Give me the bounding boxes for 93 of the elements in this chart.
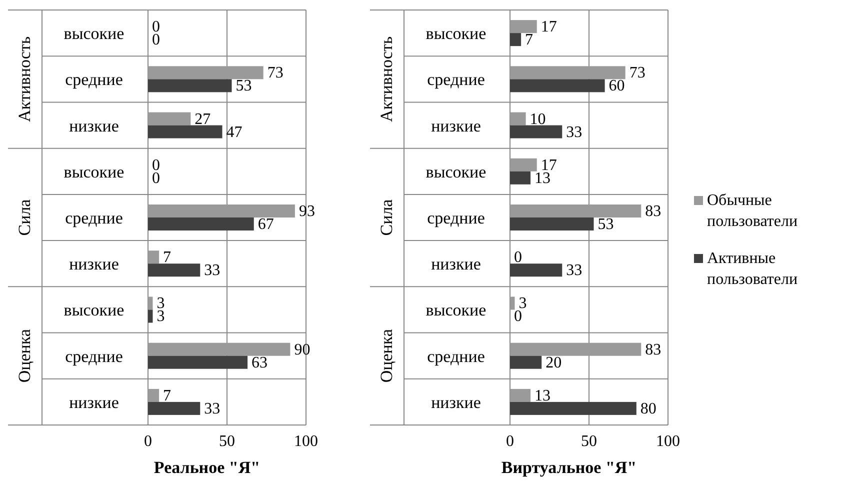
bar bbox=[148, 250, 160, 264]
bar bbox=[510, 125, 562, 138]
bar bbox=[148, 66, 264, 80]
data-label: 13 bbox=[534, 170, 551, 187]
bar bbox=[148, 388, 160, 402]
x-tick-label: 50 bbox=[581, 433, 597, 450]
bar bbox=[510, 20, 537, 34]
y-tick-label: средние bbox=[427, 208, 485, 228]
data-label: 73 bbox=[267, 64, 284, 82]
data-label: 10 bbox=[530, 110, 546, 128]
data-label: 0 bbox=[514, 249, 522, 266]
y-tick-label: высокие bbox=[64, 24, 124, 44]
bar bbox=[148, 218, 254, 230]
x-tick-label: 0 bbox=[506, 433, 514, 450]
y-tick-label: средние bbox=[65, 70, 123, 90]
y-tick-label: низкие bbox=[69, 254, 119, 274]
bar bbox=[510, 171, 531, 184]
bar bbox=[510, 204, 642, 218]
y-tick-label: высокие bbox=[64, 300, 124, 320]
text: Сила bbox=[15, 198, 34, 236]
text: Сила bbox=[377, 198, 396, 236]
bar bbox=[148, 204, 295, 218]
y-tick-label: низкие bbox=[69, 392, 119, 412]
data-label: 20 bbox=[546, 354, 562, 372]
y-tick-label: высокие bbox=[426, 24, 486, 44]
bar bbox=[510, 356, 542, 369]
x-tick-label: 50 bbox=[219, 433, 235, 450]
data-label: 7 bbox=[525, 32, 534, 49]
data-label: 90 bbox=[294, 341, 310, 358]
y-tick-label: низкие bbox=[431, 116, 481, 136]
y-tick-label: средние bbox=[427, 346, 485, 366]
y-tick-label: средние bbox=[427, 70, 485, 90]
bar bbox=[148, 402, 200, 415]
data-label: 83 bbox=[645, 203, 662, 220]
data-label: 60 bbox=[608, 78, 625, 95]
bar bbox=[510, 218, 594, 230]
x-axis-title: Виртуальное "Я" bbox=[501, 458, 637, 477]
data-label: 27 bbox=[194, 110, 211, 128]
data-label: 33 bbox=[204, 400, 220, 418]
data-label: 33 bbox=[566, 262, 582, 280]
bar bbox=[148, 79, 232, 92]
bar bbox=[510, 296, 515, 310]
text: Оценка bbox=[377, 328, 396, 383]
x-tick-label: 100 bbox=[656, 433, 680, 450]
bar bbox=[148, 296, 153, 310]
text: Активность bbox=[377, 36, 396, 122]
bar bbox=[510, 33, 522, 46]
data-label: 93 bbox=[298, 203, 315, 220]
bar bbox=[148, 112, 191, 126]
bar bbox=[510, 388, 531, 402]
bar bbox=[510, 158, 537, 172]
data-label: 7 bbox=[163, 387, 172, 404]
bar bbox=[510, 402, 636, 415]
y-tick-label: высокие bbox=[64, 162, 124, 182]
bar bbox=[148, 264, 200, 277]
data-label: 80 bbox=[640, 400, 656, 418]
data-label: 17 bbox=[540, 18, 557, 36]
y-tick-label: низкие bbox=[69, 116, 119, 136]
y-tick-label: высокие bbox=[426, 300, 486, 320]
data-label: 33 bbox=[204, 262, 220, 280]
bar bbox=[510, 79, 605, 92]
legend-label: Активные пользователи bbox=[707, 250, 798, 288]
data-label: 0 bbox=[152, 32, 160, 49]
data-label: 13 bbox=[534, 387, 551, 404]
text: Активность bbox=[15, 36, 34, 122]
bar bbox=[510, 66, 626, 80]
x-tick-label: 0 bbox=[144, 433, 152, 450]
data-label: 63 bbox=[252, 354, 268, 372]
data-label: 73 bbox=[629, 64, 646, 82]
bar bbox=[510, 264, 562, 277]
y-tick-label: средние bbox=[65, 346, 123, 366]
data-label: 53 bbox=[236, 78, 252, 95]
data-label: 67 bbox=[258, 216, 274, 233]
bar bbox=[148, 310, 153, 323]
y-tick-label: высокие bbox=[426, 162, 486, 182]
y-tick-label: низкие bbox=[431, 392, 481, 412]
data-label: 33 bbox=[566, 124, 582, 141]
y-tick-label: низкие bbox=[431, 254, 481, 274]
bar bbox=[148, 356, 248, 369]
legend-label: Обычные пользователи bbox=[707, 192, 798, 230]
data-label: 47 bbox=[226, 124, 242, 141]
data-label: 83 bbox=[645, 341, 662, 358]
bar bbox=[148, 342, 290, 356]
bar bbox=[510, 342, 642, 356]
data-label: 3 bbox=[156, 308, 165, 326]
bar bbox=[148, 125, 222, 138]
data-label: 53 bbox=[598, 216, 614, 233]
x-tick-label: 100 bbox=[294, 433, 318, 450]
data-label: 7 bbox=[163, 249, 172, 266]
x-axis-title: Реальное "Я" bbox=[154, 458, 260, 477]
bar bbox=[510, 112, 526, 126]
text: Оценка bbox=[15, 328, 34, 383]
y-tick-label: средние bbox=[65, 208, 123, 228]
